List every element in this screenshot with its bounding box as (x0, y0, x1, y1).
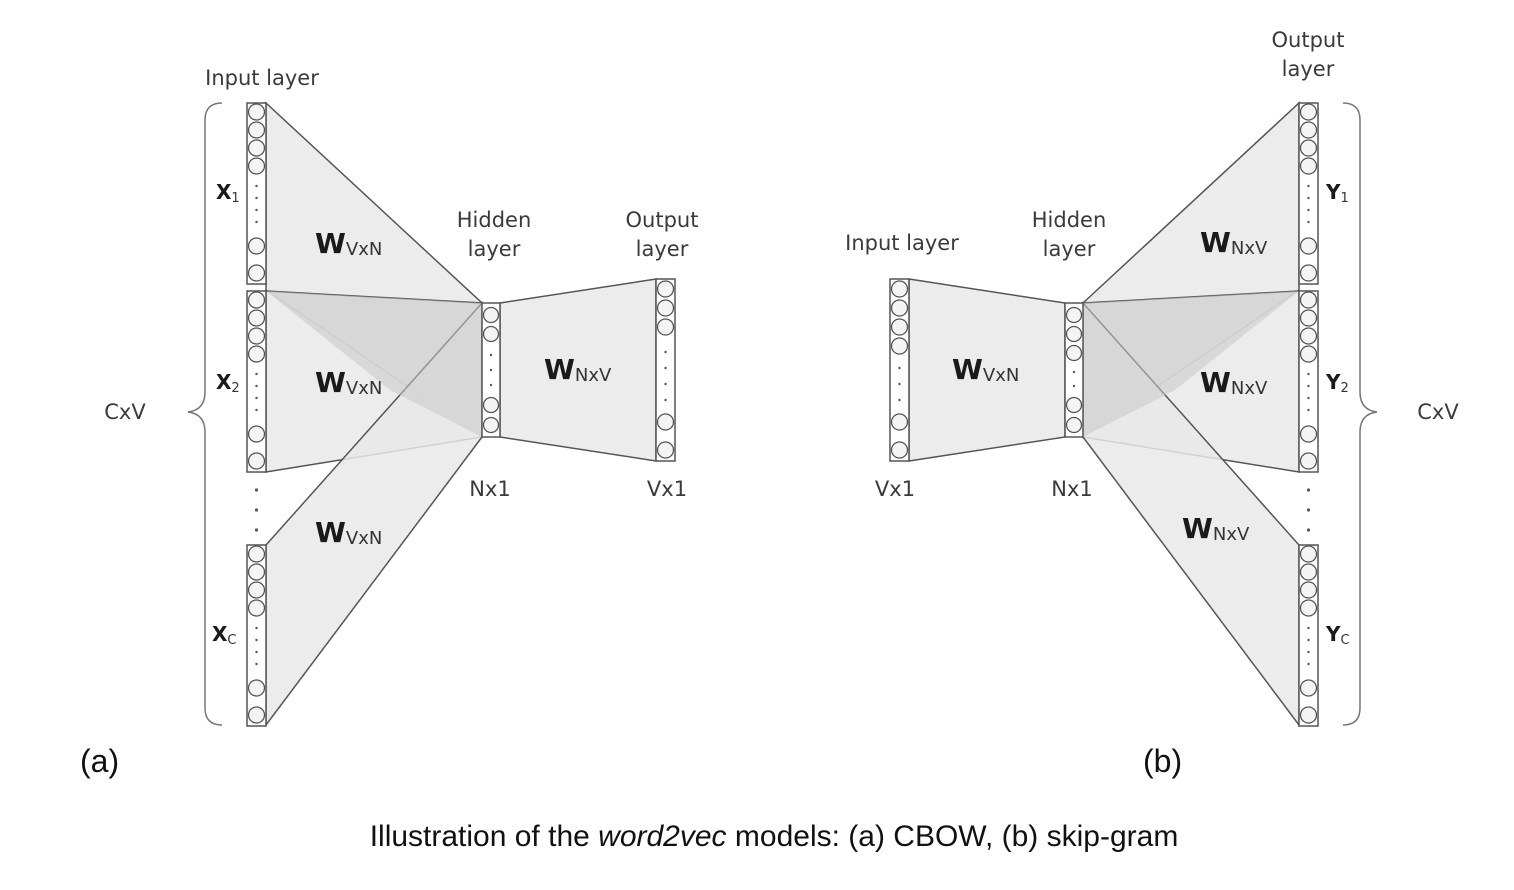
cbow-hidden-layer-label-2: layer (468, 237, 521, 261)
cbow-x1-label: X1 (216, 180, 240, 206)
skipgram-input-dim-label: Vx1 (875, 477, 915, 501)
cbow-output-layer-label-1: Output (626, 208, 699, 232)
cbow-overlap-shade (266, 291, 482, 437)
skipgram-y2-label: Y2 (1325, 370, 1349, 396)
skipgram-w-in-label: WVxN (952, 353, 1019, 386)
cbow-brace-label: CxV (104, 400, 146, 424)
panel-b-skipgram: Output layer Hidden layer Input layer Vx… (845, 28, 1459, 779)
cbow-input-dots (254, 488, 259, 532)
caption-after: models: (a) CBOW, (b) skip-gram (727, 820, 1179, 853)
caption-before: Illustration of the (370, 820, 598, 853)
skipgram-output-dots (1306, 488, 1311, 532)
cbow-w3-label: WVxN (315, 516, 382, 549)
cbow-input-vector-x2 (246, 290, 267, 473)
cbow-hidden-vector (481, 302, 501, 438)
caption-italic: word2vec (598, 820, 726, 853)
skipgram-brace-label: CxV (1417, 400, 1459, 424)
figure-caption: Illustration of the word2vec models: (a)… (370, 820, 1179, 853)
cbow-hidden-dim-label: Nx1 (469, 477, 511, 501)
cbow-output-layer-label-2: layer (636, 237, 689, 261)
cbow-output-dim-label: Vx1 (647, 477, 687, 501)
cbow-xc-label: XC (212, 622, 237, 648)
cbow-input-brace (187, 102, 223, 726)
cbow-w2-label: WVxN (315, 366, 382, 399)
skipgram-output-vector-yc (1298, 544, 1319, 727)
skipgram-input-layer-label: Input layer (845, 231, 959, 255)
skipgram-hidden-dim-label: Nx1 (1051, 477, 1093, 501)
panel-b-tag: (b) (1143, 743, 1182, 779)
skipgram-output-vector-y2 (1298, 290, 1319, 473)
skipgram-input-vector (889, 278, 910, 462)
skipgram-hidden-vector (1064, 302, 1084, 438)
skipgram-yc-label: YC (1325, 622, 1350, 648)
skipgram-w3-label: WNxV (1182, 512, 1250, 545)
skipgram-hidden-layer-label-1: Hidden (1032, 208, 1107, 232)
cbow-output-vector (655, 278, 676, 462)
cbow-x2-label: X2 (216, 370, 240, 396)
cbow-w-out-label: WNxV (544, 353, 612, 386)
skipgram-output-layer-label-1: Output (1272, 28, 1345, 52)
skipgram-w2-label: WNxV (1200, 366, 1268, 399)
skipgram-w1-label: WNxV (1200, 226, 1268, 259)
cbow-hidden-layer-label-1: Hidden (457, 208, 532, 232)
skipgram-overlap-shade (1083, 291, 1299, 437)
cbow-w1-label: WVxN (315, 227, 382, 260)
cbow-input-vector-xc (246, 544, 267, 727)
skipgram-y1-label: Y1 (1325, 180, 1349, 206)
skipgram-hidden-layer-label-2: layer (1043, 237, 1096, 261)
cbow-input-vector-x1 (246, 102, 267, 285)
cbow-input-layer-label: Input layer (205, 66, 319, 90)
panel-a-cbow: Input layer Hidden layer Output layer Nx… (80, 66, 698, 779)
panel-a-tag: (a) (80, 743, 119, 779)
skipgram-output-brace (1342, 102, 1378, 726)
skipgram-output-layer-label-2: layer (1282, 57, 1335, 81)
skipgram-output-vector-y1 (1298, 102, 1319, 285)
